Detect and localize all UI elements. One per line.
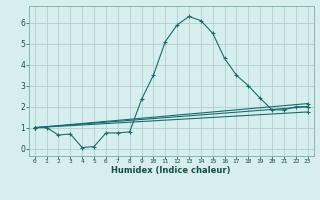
X-axis label: Humidex (Indice chaleur): Humidex (Indice chaleur) [111,166,231,175]
